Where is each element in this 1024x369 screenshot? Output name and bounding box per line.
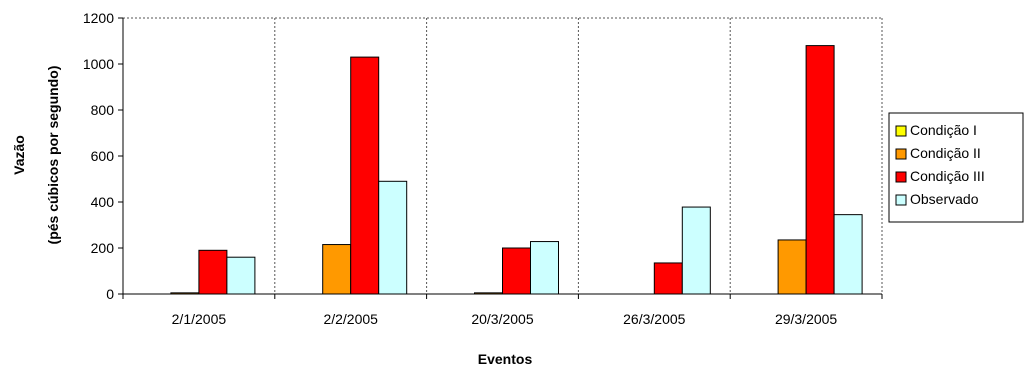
- bar-observado-2: [530, 241, 559, 295]
- legend-label: Condição II: [910, 145, 981, 161]
- x-tick-label: 2/1/2005: [172, 311, 227, 327]
- y-axis-title-line-1: Vazão: [11, 135, 27, 175]
- y-tick-label: 1000: [83, 56, 114, 72]
- category-separators: [274, 18, 731, 294]
- legend-swatch: [895, 194, 907, 206]
- x-axis: 2/1/2005 2/2/2005 20/3/2005 26/3/2005 29/3/2…: [122, 293, 883, 327]
- bar-condi-o-ii-4: [777, 239, 807, 295]
- y-tick-label: 200: [91, 240, 115, 256]
- bar-observado-1: [378, 180, 408, 295]
- x-axis-title: Eventos: [478, 351, 533, 367]
- x-tick-label: 29/3/2005: [775, 311, 837, 327]
- y-axis-title: Vazão (pés cúbicos por segundo): [11, 66, 61, 245]
- bar-observado-3: [681, 206, 711, 295]
- legend-swatch: [895, 125, 907, 137]
- bar-observado-0: [226, 256, 256, 295]
- x-tick-label: 26/3/2005: [623, 311, 685, 327]
- bar-observado-4: [833, 214, 863, 295]
- y-axis: 0 200 400 600 800 1000 1200: [83, 10, 124, 302]
- bar-condi-o-ii-1: [322, 244, 352, 295]
- legend-swatch: [895, 148, 907, 160]
- y-axis-title-line-2: (pés cúbicos por segundo): [45, 66, 61, 245]
- bars-group: [170, 45, 863, 295]
- legend: Condição I Condição II Condição III Observa…: [888, 112, 1024, 223]
- x-tick-label: 20/3/2005: [471, 311, 533, 327]
- legend-label: Observado: [910, 191, 979, 207]
- legend-frame: [888, 112, 1024, 223]
- y-tick-label: 800: [91, 102, 115, 118]
- bar-condi-o-iii-3: [653, 262, 683, 295]
- x-tick-label: 2/2/2005: [323, 311, 378, 327]
- y-tick-label: 600: [91, 148, 115, 164]
- bar-condi-o-iii-4: [805, 45, 835, 295]
- bar-condi-o-iii-2: [502, 247, 531, 295]
- plot-frame: [123, 17, 883, 294]
- bar-condi-o-iii-1: [350, 56, 380, 295]
- y-tick-label: 400: [91, 194, 115, 210]
- y-tick-label: 0: [106, 286, 114, 302]
- y-tick-label: 1200: [83, 10, 114, 26]
- legend-swatch: [895, 171, 907, 183]
- legend-label: Condição III: [910, 168, 985, 184]
- bar-condi-o-iii-0: [198, 249, 228, 295]
- legend-label: Condição I: [910, 122, 977, 138]
